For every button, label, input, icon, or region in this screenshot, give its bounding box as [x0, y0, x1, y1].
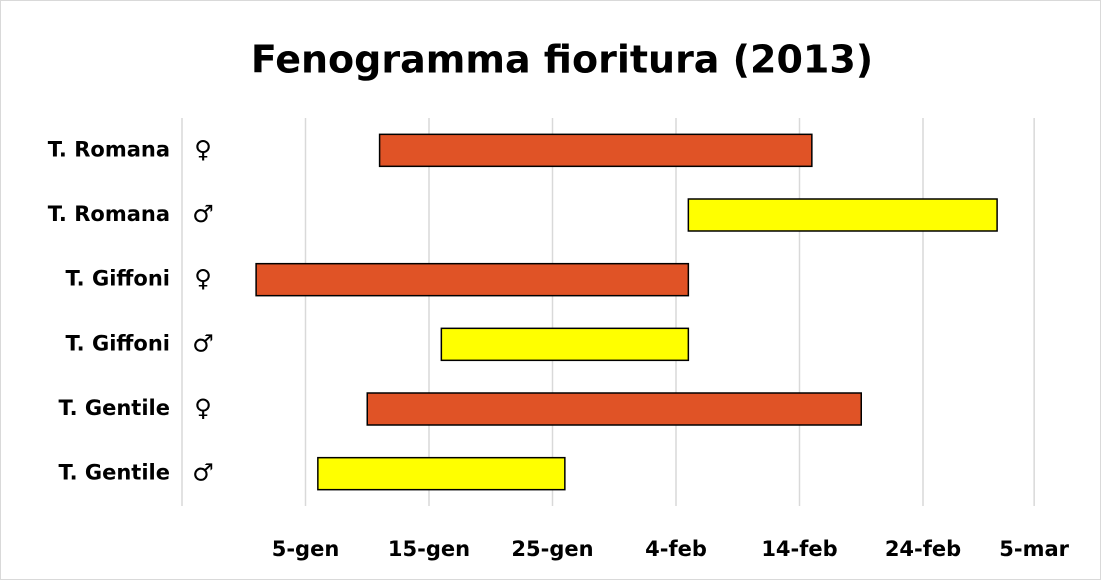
sex-symbol: ♂ — [192, 459, 214, 487]
y-tick-label: T. Giffoni — [66, 267, 170, 291]
sex-symbol: ♀ — [194, 394, 212, 422]
x-tick-label: 4-feb — [645, 537, 707, 561]
chart-title: Fenogramma fioritura (2013) — [251, 38, 873, 82]
sex-symbol: ♂ — [192, 329, 214, 357]
bar — [687, 198, 998, 232]
y-tick-label: T. Giffoni — [66, 331, 170, 355]
sex-symbol: ♂ — [192, 200, 214, 228]
bar — [378, 133, 813, 168]
x-tick-label: 5-mar — [999, 537, 1069, 561]
sex-symbol: ♀ — [194, 135, 212, 163]
y-tick-label: T. Romana — [48, 202, 170, 226]
bar — [255, 262, 690, 297]
x-tick-label: 14-feb — [761, 537, 837, 561]
x-tick-label: 25-gen — [511, 537, 593, 561]
bar — [317, 456, 566, 491]
x-tick-label: 15-gen — [388, 537, 470, 561]
sex-symbol: ♀ — [194, 265, 212, 293]
x-tick-label: 24-feb — [885, 537, 961, 561]
y-tick-label: T. Gentile — [58, 461, 170, 485]
y-tick-label: T. Romana — [48, 137, 170, 161]
y-tick-label: T. Gentile — [58, 396, 170, 420]
x-tick-label: 5-gen — [272, 537, 340, 561]
bar — [366, 392, 862, 426]
bar — [440, 327, 690, 362]
